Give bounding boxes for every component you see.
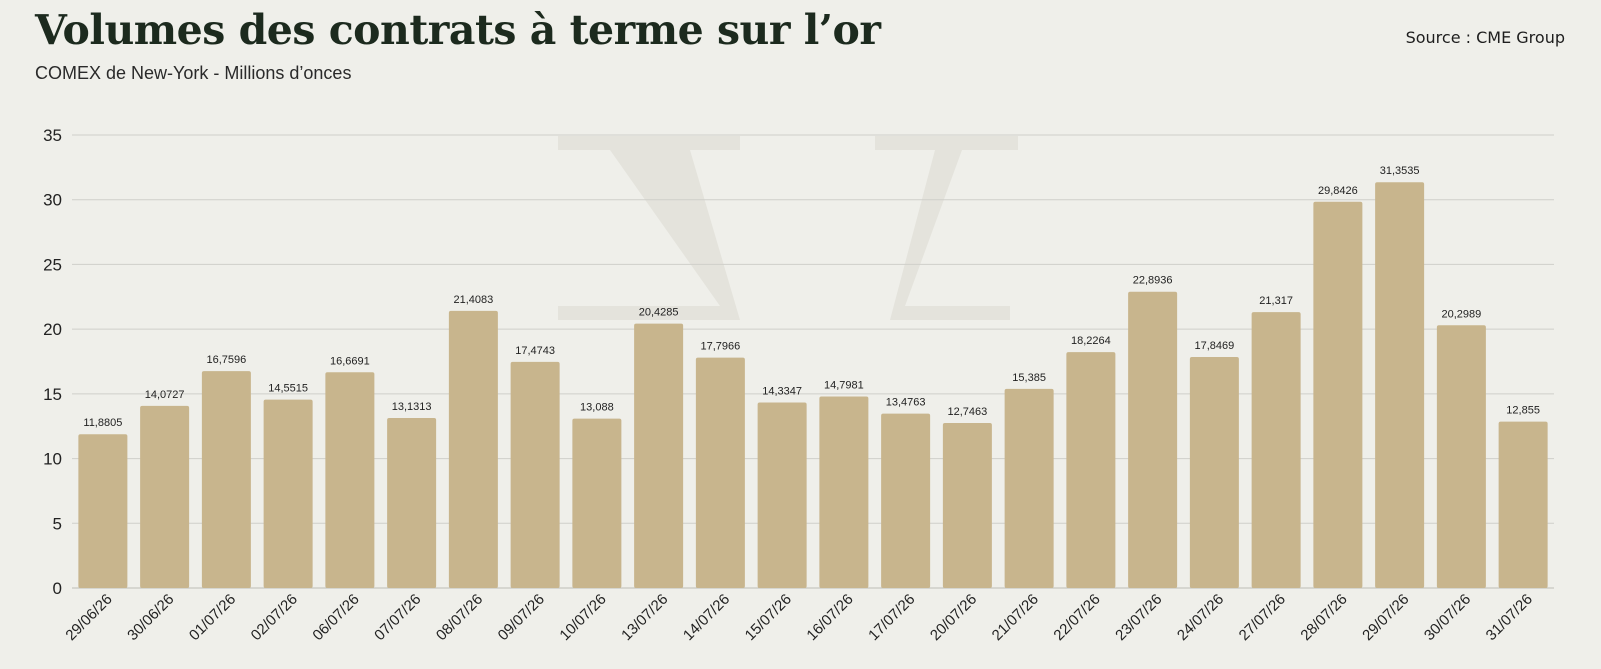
x-tick-label: 21/07/26 bbox=[989, 591, 1042, 644]
x-tick-label: 08/07/26 bbox=[433, 591, 486, 644]
bar bbox=[634, 323, 684, 588]
y-tick-label: 35 bbox=[43, 126, 62, 145]
x-tick-label: 15/07/26 bbox=[742, 591, 795, 644]
x-tick-label: 29/06/26 bbox=[62, 591, 115, 644]
bar bbox=[78, 434, 128, 588]
bar bbox=[510, 361, 560, 588]
bar bbox=[1066, 352, 1116, 588]
data-label: 13,1313 bbox=[392, 401, 432, 413]
chart-subtitle: COMEX de New-York - Millions d’onces bbox=[35, 63, 352, 83]
x-tick-label: 13/07/26 bbox=[618, 591, 671, 644]
data-label: 21,4083 bbox=[453, 294, 493, 306]
x-tick-label: 06/07/26 bbox=[309, 591, 362, 644]
x-tick-label: 31/07/26 bbox=[1483, 591, 1536, 644]
data-label: 14,7981 bbox=[824, 379, 864, 391]
bar bbox=[1251, 312, 1301, 588]
data-label: 14,3347 bbox=[762, 385, 802, 397]
data-label: 14,5515 bbox=[268, 383, 308, 395]
bar bbox=[448, 310, 498, 588]
y-tick-label: 10 bbox=[43, 450, 62, 469]
y-tick-label: 30 bbox=[43, 191, 62, 210]
data-label: 31,3535 bbox=[1380, 165, 1420, 177]
x-tick-label: 29/07/26 bbox=[1359, 591, 1412, 644]
x-tick-label: 14/07/26 bbox=[680, 591, 733, 644]
data-label: 22,8936 bbox=[1133, 275, 1173, 287]
data-label: 11,8805 bbox=[83, 417, 122, 429]
x-tick-label: 28/07/26 bbox=[1297, 591, 1350, 644]
watermark-logo bbox=[558, 136, 1018, 320]
data-label: 13,088 bbox=[580, 402, 614, 414]
x-tick-label: 22/07/26 bbox=[1050, 591, 1103, 644]
x-tick-label: 30/06/26 bbox=[124, 591, 177, 644]
bar bbox=[201, 371, 251, 588]
data-label: 16,6691 bbox=[330, 355, 370, 367]
x-tick-label: 20/07/26 bbox=[927, 591, 980, 644]
x-tick-label: 07/07/26 bbox=[371, 591, 424, 644]
data-label: 16,7596 bbox=[206, 354, 246, 366]
bar bbox=[1436, 325, 1486, 588]
x-tick-label: 17/07/26 bbox=[865, 591, 918, 644]
y-tick-label: 5 bbox=[53, 514, 62, 533]
data-label: 13,4763 bbox=[886, 397, 926, 409]
x-tick-label: 23/07/26 bbox=[1112, 591, 1165, 644]
bar bbox=[757, 402, 807, 588]
y-tick-label: 20 bbox=[43, 320, 62, 339]
bar bbox=[819, 396, 869, 588]
bar bbox=[942, 423, 992, 588]
bar bbox=[1004, 388, 1054, 588]
data-label: 17,7966 bbox=[700, 341, 740, 353]
data-label: 29,8426 bbox=[1318, 185, 1358, 197]
y-tick-label: 25 bbox=[43, 255, 62, 274]
y-tick-label: 15 bbox=[43, 385, 62, 404]
x-tick-label: 02/07/26 bbox=[248, 591, 301, 644]
bar bbox=[325, 372, 375, 588]
bar bbox=[263, 399, 313, 588]
bar bbox=[140, 405, 190, 588]
bar bbox=[387, 418, 437, 588]
data-label: 17,8469 bbox=[1194, 340, 1234, 352]
x-tick-label: 27/07/26 bbox=[1236, 591, 1289, 644]
x-tick-label: 10/07/26 bbox=[556, 591, 609, 644]
data-label: 15,385 bbox=[1012, 372, 1046, 384]
data-label: 17,4743 bbox=[515, 345, 555, 357]
x-tick-label: 24/07/26 bbox=[1174, 591, 1227, 644]
data-label: 20,4285 bbox=[639, 307, 679, 319]
data-label: 12,7463 bbox=[947, 406, 987, 418]
bar bbox=[1375, 182, 1425, 589]
y-tick-label: 0 bbox=[53, 579, 62, 598]
bar bbox=[1128, 291, 1178, 588]
x-tick-label: 01/07/26 bbox=[186, 591, 239, 644]
data-label: 12,855 bbox=[1506, 405, 1540, 417]
chart-title: Volumes des contrats à terme sur l’or bbox=[35, 6, 881, 54]
source-label: Source : CME Group bbox=[1405, 28, 1565, 47]
bar bbox=[572, 418, 622, 588]
x-tick-label: 16/07/26 bbox=[803, 591, 856, 644]
bar bbox=[1313, 201, 1363, 588]
data-label: 21,317 bbox=[1259, 295, 1293, 307]
data-label: 14,0727 bbox=[145, 389, 185, 401]
bar bbox=[881, 413, 931, 588]
data-label: 20,2989 bbox=[1441, 308, 1481, 320]
x-tick-label: 09/07/26 bbox=[495, 591, 548, 644]
bar bbox=[1498, 421, 1548, 588]
x-tick-label: 30/07/26 bbox=[1421, 591, 1474, 644]
data-label: 18,2264 bbox=[1071, 335, 1111, 347]
bar bbox=[695, 357, 745, 588]
bar bbox=[1189, 357, 1239, 588]
